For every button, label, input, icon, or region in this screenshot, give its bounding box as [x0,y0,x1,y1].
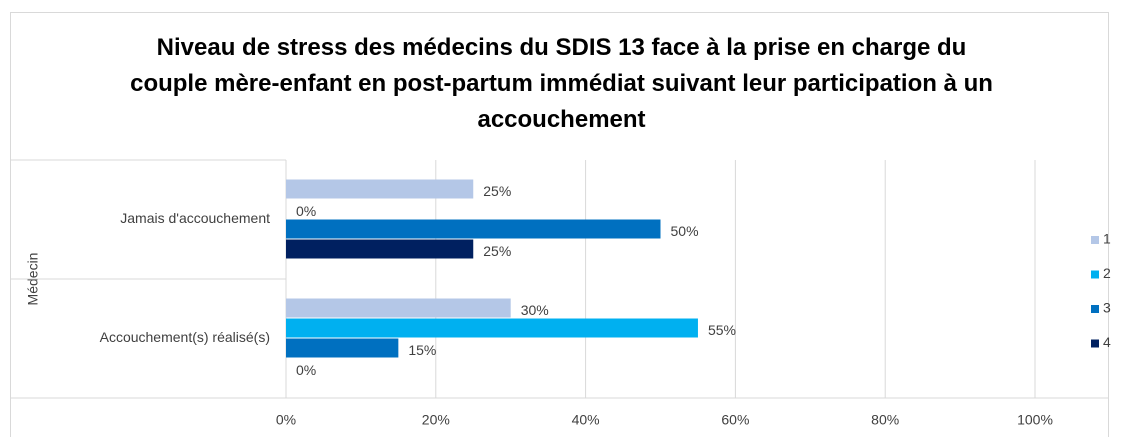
legend-label: 4 [1103,334,1111,350]
chart-border [10,12,1109,437]
legend-swatch [1091,339,1099,348]
bar [286,219,661,239]
bar [286,239,474,259]
chart-title: Niveau de stress des médecins du SDIS 13… [130,34,993,133]
legend-label: 1 [1103,231,1111,247]
legend-label: 2 [1103,265,1111,281]
x-tick-label: 60% [721,412,749,428]
data-label: 25% [483,183,511,199]
data-label: 55% [708,322,736,338]
y-tick-label: Accouchement(s) réalisé(s) [100,329,270,345]
bar [286,318,698,338]
legend-label: 3 [1103,300,1111,316]
bar [286,338,399,358]
x-tick-label: 80% [871,412,899,428]
data-label: 50% [671,223,699,239]
data-label: 0% [296,362,316,378]
x-tick-label: 20% [422,412,450,428]
data-label: 0% [296,203,316,219]
bar [286,179,474,199]
legend-swatch [1091,270,1099,279]
y-tick-label: Jamais d'accouchement [120,210,270,226]
data-label: 15% [408,342,436,358]
bar [286,298,511,318]
x-tick-label: 0% [276,412,296,428]
legend-swatch [1091,305,1099,313]
x-tick-label: 40% [572,412,600,428]
legend-swatch [1091,236,1099,244]
x-tick-label: 100% [1017,412,1053,428]
data-label: 30% [521,302,549,318]
data-label: 25% [483,243,511,259]
